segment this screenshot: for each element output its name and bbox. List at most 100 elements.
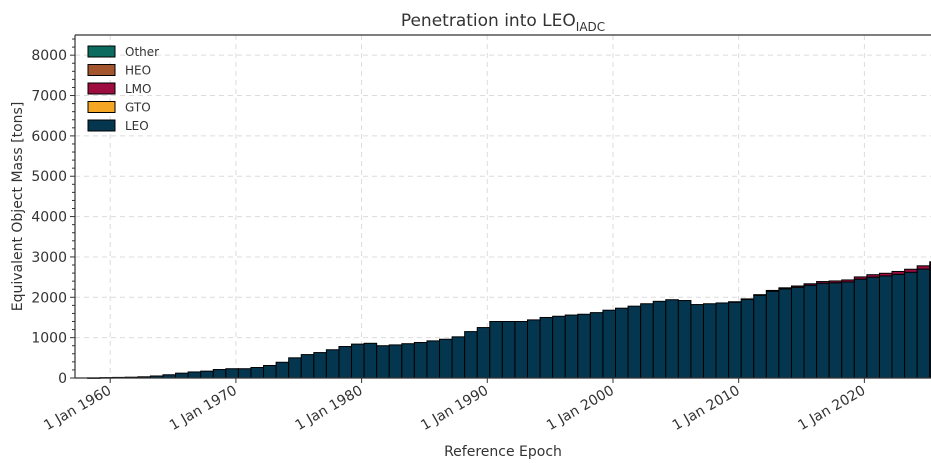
bar-leo	[200, 370, 214, 379]
bar-leo	[841, 281, 855, 379]
bar-leo	[413, 341, 428, 379]
y-tick-label: 7000	[31, 89, 67, 105]
bar-leo	[501, 321, 516, 379]
y-axis-label: Equivalent Object Mass [tons]	[10, 102, 26, 312]
bar-leo	[690, 304, 704, 379]
bar-leo	[552, 315, 566, 379]
legend-swatch-other	[87, 45, 116, 58]
bar-lmo	[841, 279, 855, 283]
bar-lmo	[803, 283, 818, 286]
axes-group	[74, 34, 931, 379]
legend-swatch-lmo	[87, 82, 116, 95]
bar-leo	[778, 288, 792, 379]
x-ticks-group: 1 Jan 1960 1 Jan 1970 1 Jan 1980 1 Jan 1990…	[41, 378, 868, 434]
bar-leo	[263, 364, 277, 379]
bar-leo	[237, 368, 252, 379]
bar-leo	[740, 298, 755, 379]
bar-leo	[816, 282, 830, 379]
bar-leo	[564, 314, 579, 379]
x-tick-label: 1 Jan 2010	[670, 383, 743, 434]
bar-leo	[904, 271, 918, 379]
bar-lmo	[891, 270, 906, 275]
bar-leo	[627, 305, 642, 379]
bar-leo	[325, 349, 340, 379]
bar-lmo	[790, 285, 805, 288]
bar-leo	[853, 278, 868, 379]
bar-leo	[313, 352, 327, 379]
bar-lmo	[740, 298, 755, 300]
y-tick-label: 0	[58, 371, 67, 387]
bar-leo	[765, 290, 780, 379]
bar-leo	[614, 307, 629, 379]
bar-leo	[878, 275, 893, 379]
bar-lmo	[904, 268, 918, 273]
bar-leo	[187, 371, 202, 379]
bar-leo	[891, 273, 906, 379]
legend-label-heo: HEO	[125, 64, 151, 78]
y-tick-label: 4000	[31, 210, 67, 226]
bar-leo	[539, 316, 554, 379]
x-axis-label: Reference Epoch	[444, 444, 562, 460]
bar-leo	[351, 343, 365, 379]
bar-lmo	[929, 261, 931, 266]
bar-lmo	[878, 272, 893, 277]
bar-leo	[175, 372, 189, 379]
bar-leo	[753, 294, 767, 379]
legend: Other HEO LMO GTO LEO	[87, 45, 159, 133]
bar-leo	[250, 367, 265, 379]
bar-leo	[715, 302, 730, 379]
y-tick-label: 1000	[31, 331, 67, 347]
bar-leo	[828, 282, 843, 379]
bar-lmo	[728, 301, 742, 303]
legend-label-other: Other	[125, 45, 159, 59]
bar-lmo	[866, 274, 880, 278]
bar-leo	[464, 331, 478, 379]
bar-leo	[288, 357, 302, 379]
bar-leo	[728, 301, 742, 379]
y-ticks-group: 0 1000 2000 3000 4000 5000 6000 7000 8000	[31, 38, 75, 387]
bar-leo	[916, 268, 931, 379]
bar-leo	[640, 303, 654, 379]
bar-leo	[803, 284, 818, 379]
legend-label-lmo: LMO	[125, 82, 151, 96]
bar-leo	[338, 346, 353, 379]
x-tick-label: 1 Jan 2020	[795, 383, 868, 434]
bar-lmo	[753, 294, 767, 296]
bar-leo	[665, 299, 679, 379]
bar-leo	[514, 321, 529, 379]
chart-title-main: Penetration into LEO	[401, 11, 576, 31]
legend-swatch-heo	[87, 64, 116, 76]
legend-label-leo: LEO	[125, 119, 149, 133]
x-tick-label: 1 Jan 1990	[418, 383, 491, 434]
bar-leo	[439, 338, 453, 379]
bar-leo	[426, 340, 441, 379]
bar-lmo	[916, 265, 931, 270]
x-tick-label: 1 Jan 2000	[544, 383, 617, 434]
bar-leo	[300, 354, 315, 379]
bar-leo	[376, 345, 390, 379]
bar-leo	[790, 286, 805, 379]
y-tick-label: 5000	[31, 169, 67, 185]
chart-title-subscript: IADC	[576, 20, 605, 34]
bar-leo	[225, 368, 239, 379]
legend-label-gto: GTO	[125, 101, 151, 115]
bar-leo	[401, 343, 415, 379]
bar-leo	[589, 312, 604, 379]
y-tick-label: 3000	[31, 250, 67, 266]
bar-leo	[866, 276, 880, 379]
bar-leo	[388, 344, 403, 379]
bar-leo	[451, 336, 466, 379]
bar-leo	[212, 369, 227, 379]
y-tick-label: 8000	[31, 48, 67, 64]
bar-leo	[363, 342, 378, 379]
bar-leo	[527, 319, 541, 379]
bars-group	[87, 261, 931, 379]
bar-leo	[652, 300, 667, 379]
x-tick-label: 1 Jan 1970	[167, 383, 240, 434]
bar-lmo	[816, 281, 830, 284]
bar-leo	[577, 313, 591, 379]
chart-title: Penetration into LEOIADC	[401, 11, 605, 34]
x-tick-label: 1 Jan 1980	[293, 383, 366, 434]
